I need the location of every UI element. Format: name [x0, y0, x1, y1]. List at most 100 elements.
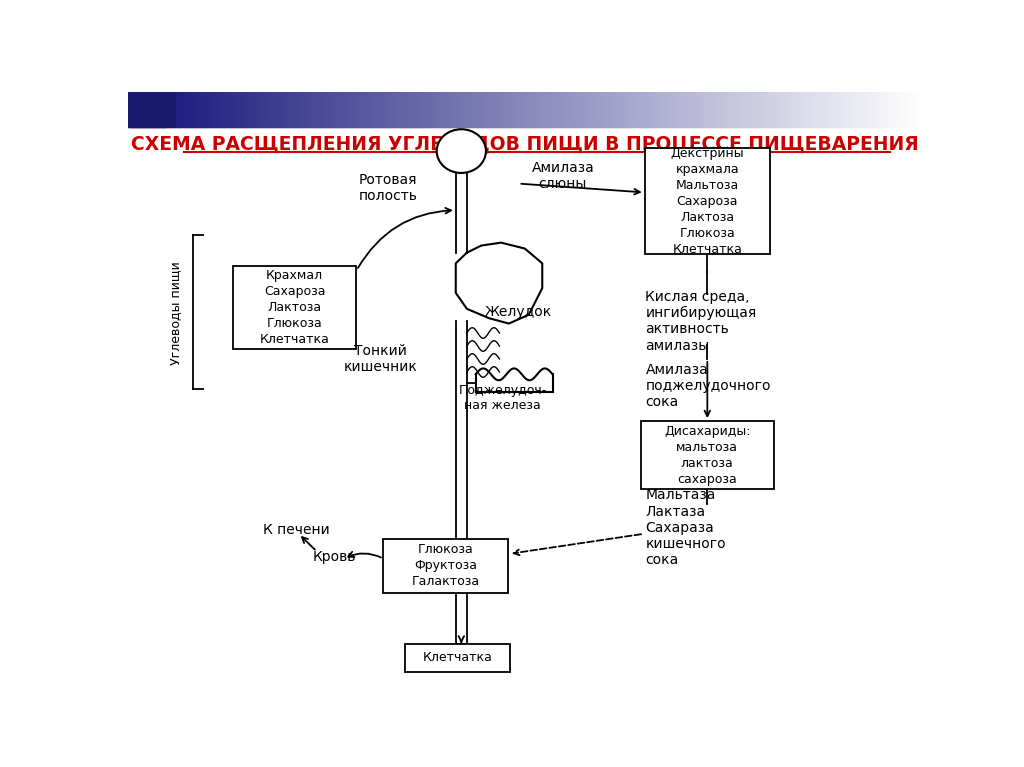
Bar: [490, 92, 495, 127]
Bar: [360, 92, 365, 127]
Bar: [163, 92, 167, 127]
Bar: [919, 92, 924, 127]
Bar: [340, 92, 344, 127]
Bar: [696, 92, 701, 127]
Bar: [755, 92, 759, 127]
Bar: [287, 92, 291, 127]
Bar: [191, 92, 196, 127]
Bar: [527, 92, 531, 127]
Bar: [284, 92, 289, 127]
Bar: [863, 92, 867, 127]
Bar: [276, 92, 281, 127]
Bar: [315, 92, 321, 127]
Bar: [342, 92, 346, 127]
Bar: [903, 92, 907, 127]
Bar: [322, 92, 326, 127]
Bar: [308, 92, 312, 127]
Bar: [138, 92, 142, 127]
Bar: [474, 92, 479, 127]
FancyBboxPatch shape: [641, 421, 774, 489]
Bar: [440, 92, 444, 127]
Bar: [871, 92, 876, 127]
Bar: [313, 92, 317, 127]
Bar: [821, 92, 825, 127]
Bar: [676, 92, 680, 127]
Bar: [202, 92, 206, 127]
Bar: [231, 92, 236, 127]
Bar: [636, 92, 640, 127]
Bar: [480, 92, 484, 127]
Bar: [300, 92, 304, 127]
Bar: [705, 92, 709, 127]
Bar: [170, 92, 174, 127]
Bar: [417, 92, 421, 127]
Bar: [414, 92, 418, 127]
Bar: [228, 92, 232, 127]
Bar: [168, 92, 172, 127]
Bar: [893, 92, 897, 127]
Bar: [395, 92, 399, 127]
Bar: [392, 92, 396, 127]
Bar: [494, 92, 498, 127]
Bar: [385, 92, 389, 127]
Bar: [459, 92, 463, 127]
Bar: [482, 92, 486, 127]
Bar: [748, 92, 752, 127]
Bar: [853, 92, 857, 127]
Bar: [713, 92, 717, 127]
Bar: [406, 92, 410, 127]
Bar: [546, 92, 550, 127]
Bar: [753, 92, 757, 127]
Text: Клетчатка: Клетчатка: [423, 651, 493, 664]
Bar: [303, 92, 307, 127]
Bar: [848, 92, 852, 127]
Bar: [723, 92, 727, 127]
Bar: [295, 92, 299, 127]
Bar: [524, 92, 529, 127]
Bar: [128, 92, 132, 127]
Bar: [200, 92, 204, 127]
Bar: [601, 92, 606, 127]
Bar: [858, 92, 862, 127]
Bar: [290, 92, 294, 127]
Bar: [900, 92, 904, 127]
Bar: [559, 92, 563, 127]
Bar: [270, 92, 275, 127]
Text: Амилаза
слюны: Амилаза слюны: [531, 161, 594, 191]
Bar: [554, 92, 558, 127]
Bar: [464, 92, 468, 127]
Bar: [567, 92, 571, 127]
Bar: [784, 92, 788, 127]
Bar: [845, 92, 849, 127]
Bar: [427, 92, 431, 127]
Text: СХЕМА РАСЩЕПЛЕНИЯ УГЛЕВОДОВ ПИЩИ В ПРОЦЕССЕ ПИЩЕВАРЕНИЯ: СХЕМА РАСЩЕПЛЕНИЯ УГЛЕВОДОВ ПИЩИ В ПРОЦЕ…: [131, 134, 919, 153]
Bar: [885, 92, 889, 127]
Bar: [803, 92, 807, 127]
Bar: [350, 92, 354, 127]
Bar: [790, 92, 794, 127]
Bar: [581, 92, 585, 127]
Bar: [760, 92, 765, 127]
Bar: [409, 92, 413, 127]
Bar: [310, 92, 314, 127]
Bar: [176, 92, 180, 127]
Bar: [620, 92, 625, 127]
Bar: [628, 92, 632, 127]
Bar: [133, 92, 137, 127]
Bar: [372, 92, 376, 127]
Bar: [517, 92, 521, 127]
Bar: [792, 92, 797, 127]
Bar: [456, 92, 460, 127]
Bar: [678, 92, 682, 127]
Bar: [818, 92, 822, 127]
Bar: [557, 92, 561, 127]
Bar: [691, 92, 695, 127]
Bar: [252, 92, 257, 127]
Text: Кислая среда,
ингибирующая
активность
амилазы: Кислая среда, ингибирующая активность ам…: [645, 290, 757, 353]
Bar: [766, 92, 770, 127]
Bar: [205, 92, 209, 127]
Bar: [908, 92, 912, 127]
Bar: [242, 92, 246, 127]
Bar: [562, 92, 566, 127]
Bar: [268, 92, 272, 127]
